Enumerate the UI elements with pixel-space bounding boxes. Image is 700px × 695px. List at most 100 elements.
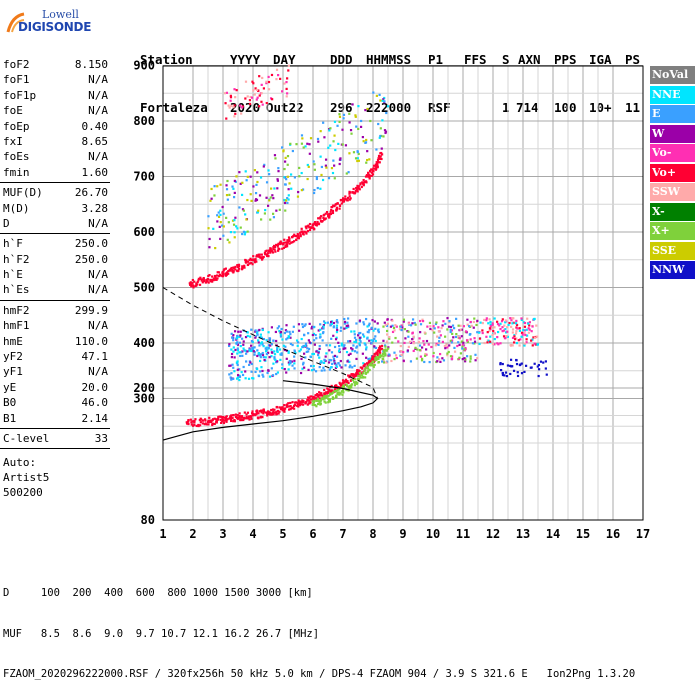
trace-point	[324, 401, 327, 404]
trace-point	[191, 282, 194, 285]
spread-f-echo	[253, 353, 256, 356]
trace-point	[242, 418, 245, 422]
multihop-echo	[331, 171, 335, 175]
trace-point	[377, 161, 380, 164]
multihop-echo	[289, 142, 292, 145]
trace-point	[364, 372, 368, 375]
trace-point	[307, 224, 310, 227]
param-row: B0 46.0	[0, 396, 110, 411]
trace-point	[199, 276, 202, 279]
spread-f-echo	[346, 324, 350, 327]
spread-f-echo	[333, 359, 336, 363]
spread-f-echo	[514, 322, 518, 325]
spread-f-echo	[441, 357, 444, 360]
multihop-echo	[252, 82, 255, 85]
trace-point	[342, 381, 345, 385]
trace-point	[379, 356, 382, 359]
multihop-echo	[370, 139, 373, 142]
spread-f-echo	[455, 317, 458, 320]
trace-point	[197, 277, 200, 280]
spread-f-echo	[254, 335, 258, 338]
spread-f-echo	[232, 377, 235, 380]
spread-f-echo	[345, 324, 348, 328]
spread-f-echo	[446, 354, 449, 357]
trace-point	[253, 261, 256, 264]
spread-f-echo	[282, 344, 285, 347]
spread-f-echo	[455, 332, 458, 336]
param-value: 0.40	[81, 119, 109, 133]
spread-f-echo	[461, 343, 464, 347]
spread-f-echo	[389, 325, 393, 328]
trace-point	[334, 387, 337, 390]
trace-point	[248, 418, 251, 421]
spread-f-echo	[446, 317, 449, 320]
trace-point	[368, 368, 371, 372]
trace-point	[305, 231, 308, 234]
multihop-echo	[258, 94, 261, 97]
multihop-echo	[224, 102, 227, 105]
multihop-echo	[257, 209, 260, 212]
multihop-echo	[265, 196, 268, 199]
spread-f-echo	[462, 341, 465, 344]
spread-f-echo	[328, 344, 332, 347]
multihop-echo	[366, 150, 369, 153]
spread-f-echo	[358, 319, 362, 322]
spread-f-echo	[242, 365, 245, 369]
trace-point	[247, 417, 250, 420]
spread-f-echo	[436, 356, 439, 359]
trace-point	[286, 239, 289, 242]
spread-f-echo	[493, 343, 496, 346]
spread-f-echo	[230, 332, 233, 335]
spread-f-echo	[359, 331, 362, 335]
trace-point	[364, 368, 367, 371]
multihop-echo	[257, 89, 260, 93]
multihop-echo	[228, 106, 231, 109]
param-separator	[0, 182, 110, 185]
spread-f-echo	[501, 372, 504, 375]
spread-f-echo	[319, 323, 322, 326]
spread-f-echo	[266, 371, 269, 375]
trace-point	[336, 393, 339, 396]
trace-point	[323, 218, 326, 221]
trace-point	[350, 373, 353, 376]
spread-f-echo	[433, 327, 436, 330]
trace-point	[381, 357, 385, 361]
spread-f-echo	[398, 328, 402, 331]
spread-f-echo	[386, 329, 389, 333]
multihop-echo	[285, 87, 288, 91]
multihop-echo	[233, 236, 236, 239]
trace-point	[375, 164, 379, 168]
x-tick-label: 5	[279, 527, 286, 541]
trace-point	[245, 415, 248, 419]
trace-point	[260, 411, 263, 414]
spread-f-echo	[355, 345, 359, 348]
trace-point	[255, 411, 259, 414]
trace-point	[278, 248, 281, 251]
spread-f-echo	[275, 339, 278, 343]
multihop-echo	[234, 112, 237, 115]
spread-f-echo	[403, 341, 406, 345]
trace-point	[368, 363, 371, 367]
spread-f-echo	[312, 368, 316, 371]
trace-point	[201, 281, 204, 284]
multihop-echo	[262, 87, 266, 90]
spread-f-echo	[293, 355, 296, 358]
spread-f-echo	[469, 338, 472, 341]
param-name: D	[3, 216, 10, 230]
multihop-echo	[296, 195, 300, 198]
multihop-echo	[356, 157, 359, 160]
trace-point	[342, 200, 345, 203]
spread-f-echo	[268, 375, 272, 378]
spread-f-echo	[245, 352, 248, 355]
spread-f-echo	[481, 321, 484, 325]
param-row: foF2 8.150	[0, 58, 110, 73]
spread-f-echo	[515, 319, 518, 323]
spread-f-echo	[291, 364, 294, 367]
spread-f-echo	[530, 330, 533, 333]
trace-point	[186, 422, 189, 425]
trace-point	[358, 370, 361, 373]
spread-f-echo	[511, 322, 514, 325]
spread-f-echo	[506, 326, 509, 329]
trace-point	[375, 166, 378, 169]
multihop-echo	[381, 119, 384, 122]
